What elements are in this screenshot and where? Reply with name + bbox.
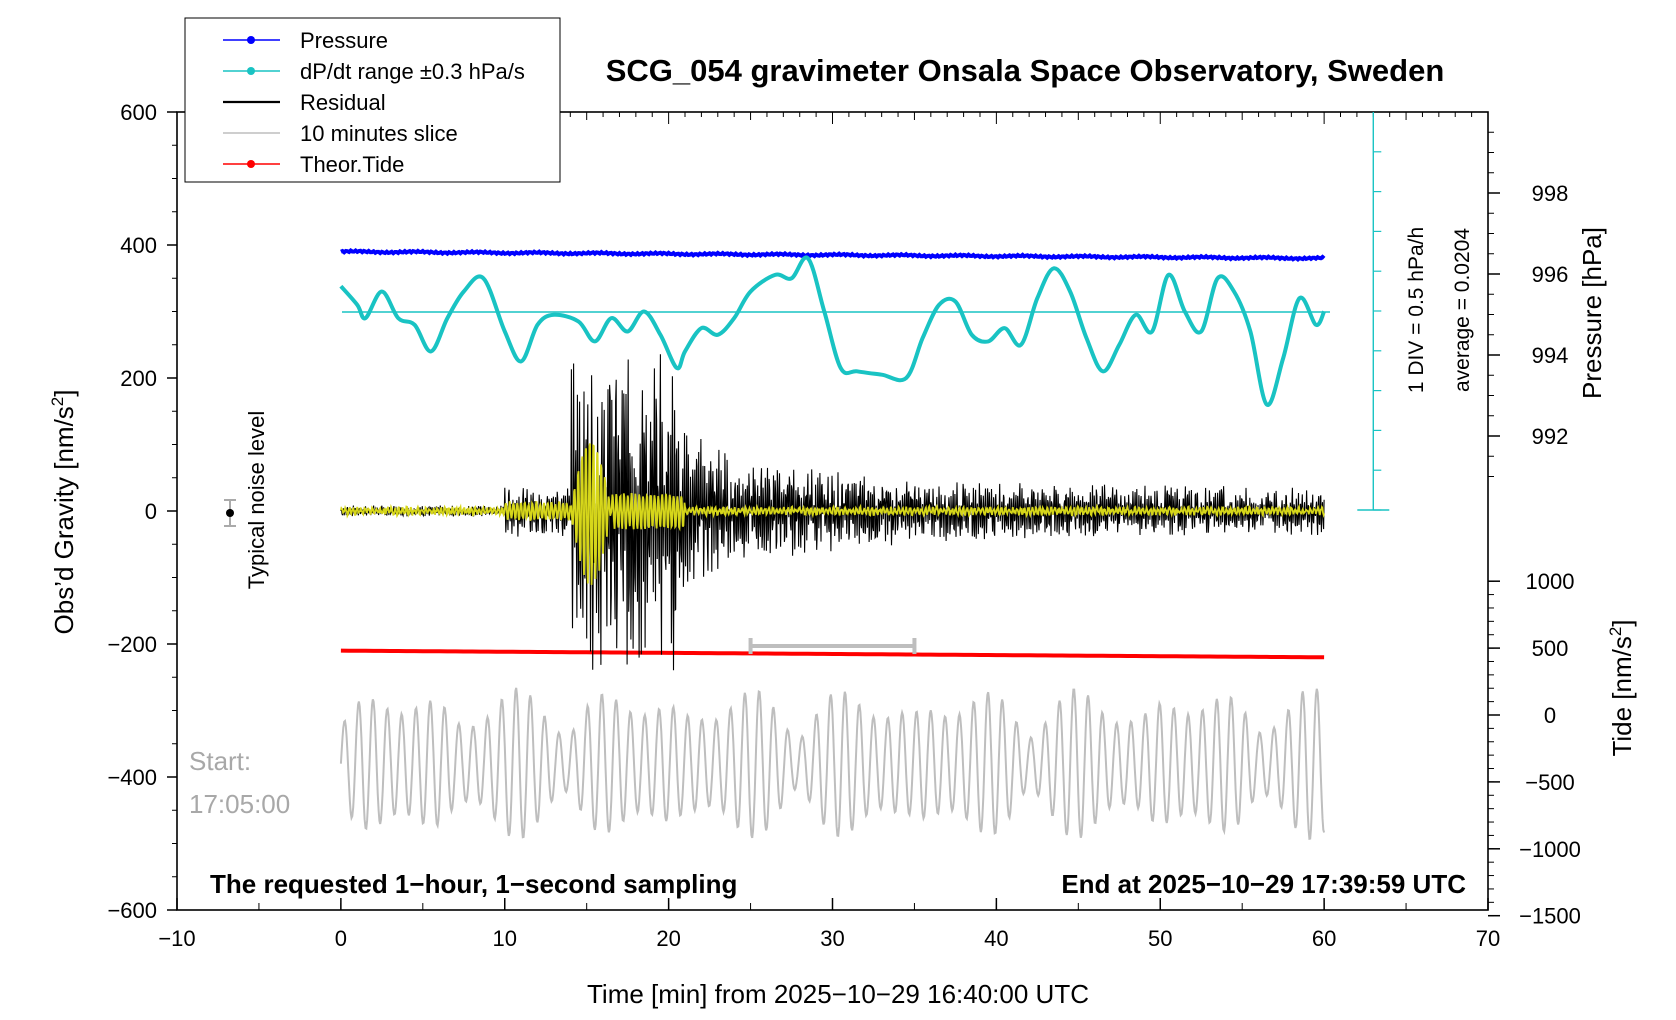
legend-label: Pressure xyxy=(300,28,388,53)
theor-tide-series xyxy=(340,648,1325,660)
tide-axis-label: Tide [nm/s2] xyxy=(1606,619,1637,756)
start-time: 17:05:00 xyxy=(189,789,290,819)
pressure-axis: 998 996 994 992 xyxy=(1488,131,1569,477)
legend: Pressure dP/dt range ±0.3 hPa/s Residual 10… xyxy=(184,17,561,183)
x-tick-label: 20 xyxy=(656,926,680,951)
noise-level-marker xyxy=(224,499,236,527)
y-axis-left: 600 400 200 0 −200 −400 −600 xyxy=(107,100,177,923)
x-tick-label: 70 xyxy=(1476,926,1500,951)
y-tick-label: 400 xyxy=(120,233,157,258)
noise-level-label: Typical noise level xyxy=(244,411,269,590)
footer-right: End at 2025−10−29 17:39:59 UTC xyxy=(1061,869,1466,899)
y-tick-label: −600 xyxy=(107,898,157,923)
x-tick-label: 30 xyxy=(820,926,844,951)
pressure-tick-label: 992 xyxy=(1532,424,1569,449)
y-axis-label: Obs’d Gravity [nm/s2] xyxy=(48,390,79,635)
dpdt-scale-ruler xyxy=(1357,112,1390,511)
legend-label: Theor.Tide xyxy=(300,152,404,177)
y-tick-label: 200 xyxy=(120,366,157,391)
y-tick-label: −400 xyxy=(107,765,157,790)
x-tick-label: −10 xyxy=(158,926,195,951)
legend-marker xyxy=(247,36,255,44)
tide-tick-label: −500 xyxy=(1525,770,1575,795)
y-tick-label: 0 xyxy=(145,499,157,524)
legend-marker xyxy=(247,67,255,75)
tide-tick-label: −1500 xyxy=(1519,904,1581,929)
x-axis-label: Time [min] from 2025−10−29 16:40:00 UTC xyxy=(587,979,1089,1009)
dpdt-series xyxy=(339,255,1326,407)
chart-title: SCG_054 gravimeter Onsala Space Observat… xyxy=(606,53,1445,88)
y-tick-label: −200 xyxy=(107,632,157,657)
x-axis: −10 0 10 20 30 40 50 60 70 xyxy=(158,898,1500,951)
footer-left: The requested 1−hour, 1−second sampling xyxy=(210,869,737,899)
pressure-tick-label: 998 xyxy=(1532,181,1569,206)
legend-label: Residual xyxy=(300,90,386,115)
pressure-axis-label: Pressure [hPa] xyxy=(1577,227,1607,399)
x-tick-label: 60 xyxy=(1312,926,1336,951)
pressure-tick-label: 996 xyxy=(1532,262,1569,287)
pressure-tick-label: 994 xyxy=(1532,343,1569,368)
start-label: Start: xyxy=(189,746,251,776)
legend-marker xyxy=(247,160,255,168)
dpdt-average-label: average = 0.0204 xyxy=(1451,228,1474,392)
pressure-series xyxy=(340,247,1326,262)
x-tick-label: 0 xyxy=(335,926,347,951)
tide-tick-label: 500 xyxy=(1532,636,1569,661)
legend-label: 10 minutes slice xyxy=(300,121,458,146)
x-tick-label: 40 xyxy=(984,926,1008,951)
x-tick-label: 50 xyxy=(1148,926,1172,951)
dpdt-scale-label: 1 DIV = 0.5 hPa/h xyxy=(1405,227,1428,393)
residual-lowpass-series xyxy=(340,443,1325,585)
y-tick-label: 600 xyxy=(120,100,157,125)
tide-tick-label: −1000 xyxy=(1519,837,1581,862)
tide-tick-label: 0 xyxy=(1544,703,1556,728)
legend-label: dP/dt range ±0.3 hPa/s xyxy=(300,59,525,84)
x-tick-label: 10 xyxy=(493,926,517,951)
slice-window-marker xyxy=(748,638,917,654)
tide-axis: 1000 500 0 −500 −1000 −1500 xyxy=(1488,569,1581,929)
ten-minute-slice-series xyxy=(339,687,1326,841)
tide-tick-label: 1000 xyxy=(1526,569,1575,594)
